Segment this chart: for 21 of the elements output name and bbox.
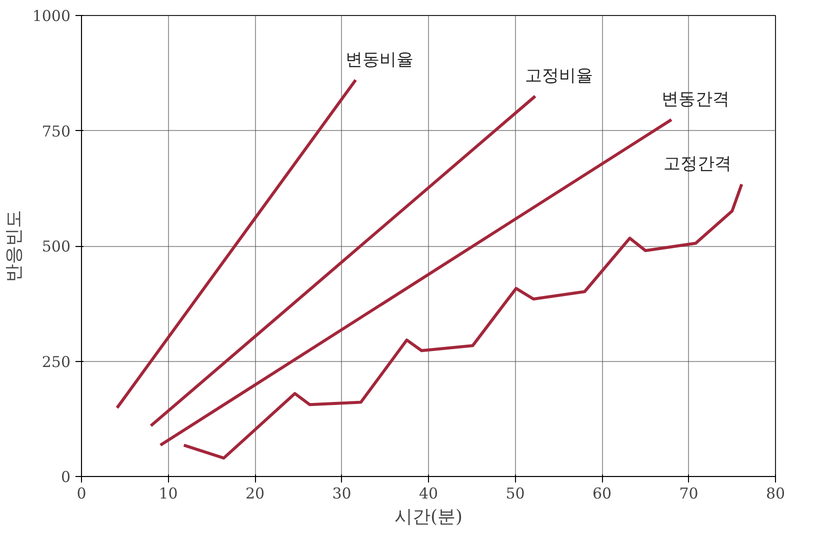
x-tick-label: 20: [245, 484, 265, 502]
series-label: 고정비율: [525, 66, 594, 86]
y-axis-title: 반응빈도: [3, 210, 24, 282]
y-tick-label: 750: [42, 122, 71, 140]
y-tick-label: 500: [42, 238, 71, 256]
x-tick-label: 70: [679, 484, 698, 502]
y-tick-label: 0: [60, 468, 71, 486]
line-series: [182, 182, 744, 460]
y-tick-label: 250: [42, 352, 71, 371]
x-tick-label: 30: [332, 484, 352, 502]
x-tick-label: 50: [506, 484, 525, 502]
series-label: 변동간격: [661, 90, 730, 110]
y-tick-label: 1000: [32, 7, 71, 25]
x-tick-label: 10: [158, 484, 178, 502]
x-axis-title: 시간(분): [394, 506, 463, 528]
series-label: 변동비율: [346, 50, 414, 70]
x-tick-label: 0: [76, 484, 86, 502]
x-tick-label: 60: [592, 484, 612, 502]
series-label: 고정간격: [664, 154, 732, 174]
x-tick-label: 40: [418, 484, 438, 502]
x-tick-label: 80: [766, 484, 786, 502]
